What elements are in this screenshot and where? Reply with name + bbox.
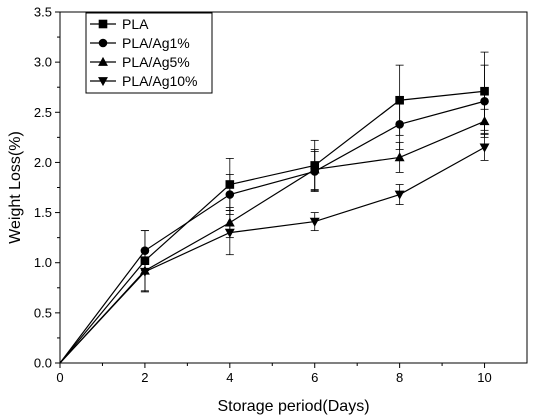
y-tick-label: 3.0 — [34, 55, 52, 70]
data-point — [394, 190, 405, 200]
x-tick-label: 2 — [141, 370, 148, 385]
series-2 — [59, 108, 490, 364]
data-point — [139, 267, 150, 277]
legend-marker — [98, 77, 108, 87]
data-point — [395, 120, 404, 129]
x-tick-label: 10 — [477, 370, 491, 385]
x-tick-label: 6 — [311, 370, 318, 385]
series-0 — [59, 51, 489, 364]
legend-label: PLA/Ag5% — [122, 54, 190, 70]
y-tick-label: 3.5 — [34, 5, 52, 20]
data-point — [480, 96, 489, 106]
x-tick-label: 8 — [396, 370, 403, 385]
legend-marker — [98, 19, 108, 29]
legend-label: PLA/Ag1% — [122, 35, 190, 51]
series-line — [59, 120, 485, 364]
plot-series — [59, 51, 490, 364]
legend-item: PLA/Ag10% — [90, 73, 198, 89]
y-tick-label: 1.0 — [34, 255, 52, 270]
data-point — [394, 152, 405, 162]
legend: PLA PLA/Ag1% PLA/Ag5% PLA/Ag10% — [85, 12, 213, 94]
data-point — [309, 164, 320, 174]
series-1 — [59, 64, 489, 364]
legend-marker — [98, 38, 108, 48]
x-axis-title: Storage period(Days) — [217, 398, 369, 415]
plot-axes: 0 2 4 6 8 10 0.0 0.5 1.0 1.5 2.0 2.5 3.0 3.5 — [34, 5, 528, 385]
series-line — [59, 100, 485, 364]
y-tick-label: 1.5 — [34, 205, 52, 220]
legend-item: PLA — [90, 16, 149, 32]
x-tick-label: 4 — [226, 370, 233, 385]
y-tick-label: 2.5 — [34, 105, 52, 120]
x-tick-label: 0 — [56, 370, 63, 385]
y-axis-title: Weight Loss(%) — [7, 131, 24, 244]
y-tick-label: 2.0 — [34, 155, 52, 170]
legend-label: PLA/Ag10% — [122, 73, 198, 89]
data-point — [479, 143, 490, 153]
data-point — [224, 228, 235, 238]
legend-item: PLA/Ag5% — [90, 54, 190, 70]
data-point — [225, 190, 235, 199]
series-3 — [59, 133, 490, 364]
legend-label: PLA — [122, 16, 149, 32]
legend-marker — [98, 56, 108, 66]
y-tick-label: 0.0 — [34, 356, 52, 371]
series-line — [59, 90, 485, 364]
legend-item: PLA/Ag1% — [90, 35, 190, 51]
y-tick-label: 0.5 — [34, 305, 52, 320]
data-point — [479, 116, 490, 126]
series-line — [59, 146, 485, 364]
data-point — [309, 217, 320, 227]
